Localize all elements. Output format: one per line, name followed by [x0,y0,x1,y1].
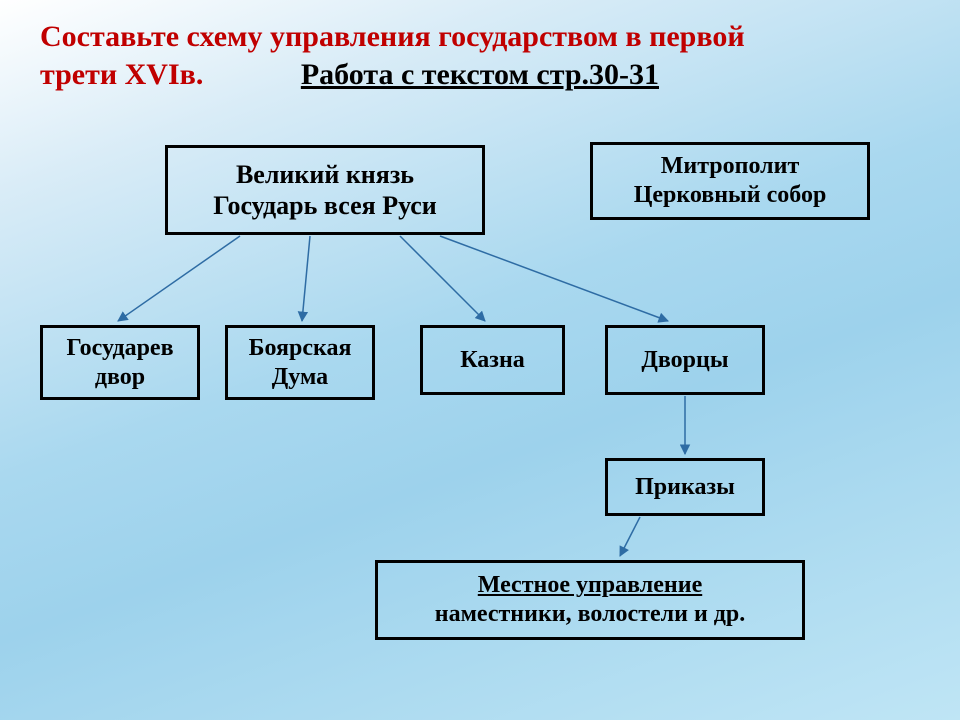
slide-title: Составьте схему управления государством … [40,18,920,93]
node-local-line1: Местное управление [478,571,702,600]
node-prince: Великий князь Государь всея Руси [165,145,485,235]
node-dvortsy-line1: Дворцы [641,346,728,375]
node-metropolit-line1: Митрополит [661,152,800,181]
slide: Составьте схему управления государством … [0,0,960,720]
node-dvor-line2: двор [95,363,145,392]
arrow-prince-to-dvor [118,236,240,321]
node-kazna-line1: Казна [460,346,525,375]
arrow-prince-to-duma [302,236,310,321]
node-prikazy-line1: Приказы [635,473,735,502]
arrow-prikazy-to-local [620,517,640,556]
node-kazna: Казна [420,325,565,395]
arrow-prince-to-dvortsy [440,236,668,321]
node-dvor-line1: Государев [66,334,173,363]
node-duma: Боярская Дума [225,325,375,400]
arrow-prince-to-kazna [400,236,485,321]
node-metropolit: Митрополит Церковный собор [590,142,870,220]
node-duma-line1: Боярская [249,334,352,363]
title-line2-sub: Работа с текстом стр.30-31 [301,58,659,91]
title-line2-red: трети XVIв. [40,58,203,91]
node-prikazy: Приказы [605,458,765,516]
title-line1: Составьте схему управления государством … [40,20,745,53]
node-dvortsy: Дворцы [605,325,765,395]
node-dvor: Государев двор [40,325,200,400]
node-metropolit-line2: Церковный собор [634,181,827,210]
node-prince-line2: Государь всея Руси [213,190,437,221]
node-local: Местное управление наместники, волостели… [375,560,805,640]
node-duma-line2: Дума [272,363,328,392]
node-local-line2: наместники, волостели и др. [435,600,746,629]
node-prince-line1: Великий князь [236,159,414,190]
